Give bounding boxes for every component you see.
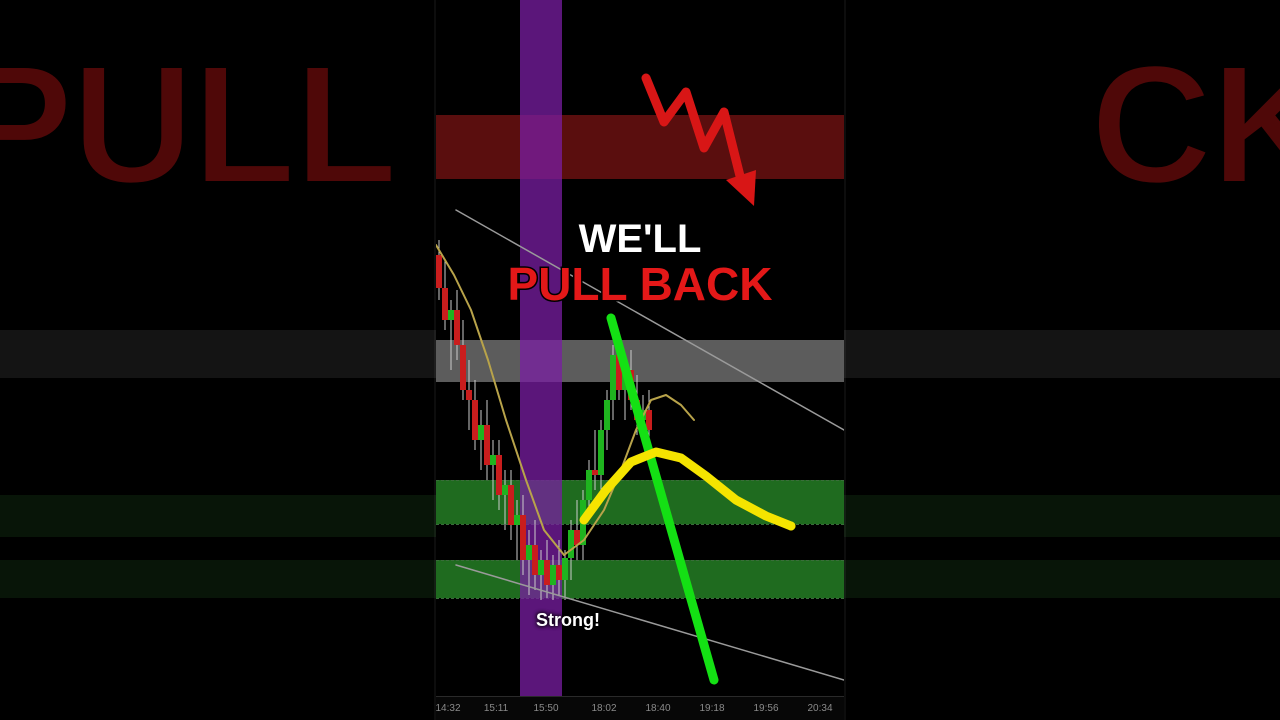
time-axis-tick: 14:32 [435,703,460,714]
caption-line-1: WE'LL [436,218,844,260]
time-axis-tick: 19:18 [699,703,724,714]
candle [520,0,526,720]
time-axis-tick: 15:50 [533,703,558,714]
candle [622,0,628,720]
candle [472,0,478,720]
candlestick-series [436,0,844,720]
candle [478,0,484,720]
bg-text-ck: CK [1090,40,1280,210]
candle [490,0,496,720]
candle [436,0,442,720]
caption-overlay: WE'LL PULL BACK [436,218,844,308]
time-axis-tick: 18:40 [645,703,670,714]
candle [640,0,646,720]
annotation-label-strong: Strong! [536,610,600,631]
candle [610,0,616,720]
time-axis-tick: 19:56 [753,703,778,714]
candle [616,0,622,720]
candle [508,0,514,720]
stage: PULL CK WE'LL PULL BACK Strong! 14:32 15:… [0,0,1280,720]
time-axis-tick: 15:11 [484,703,508,714]
candle [646,0,652,720]
caption-line-2: PULL BACK [436,260,844,308]
candle [484,0,490,720]
chart-panel[interactable]: WE'LL PULL BACK Strong! 14:3215:1115:501… [436,0,844,720]
candle [526,0,532,720]
candle [466,0,472,720]
time-axis: 14:32 15:11 15:50 18:02 18:40 19:18 19:56 20:34 [436,696,844,720]
candle [514,0,520,720]
time-axis-tick: 20:34 [807,703,832,714]
candle [604,0,610,720]
candle [448,0,454,720]
candle [496,0,502,720]
candle [460,0,466,720]
candle [634,0,640,720]
candle [502,0,508,720]
candle [628,0,634,720]
time-axis-tick: 18:02 [591,703,616,714]
bg-text-pull: PULL [0,40,396,210]
candle [442,0,448,720]
candle [454,0,460,720]
